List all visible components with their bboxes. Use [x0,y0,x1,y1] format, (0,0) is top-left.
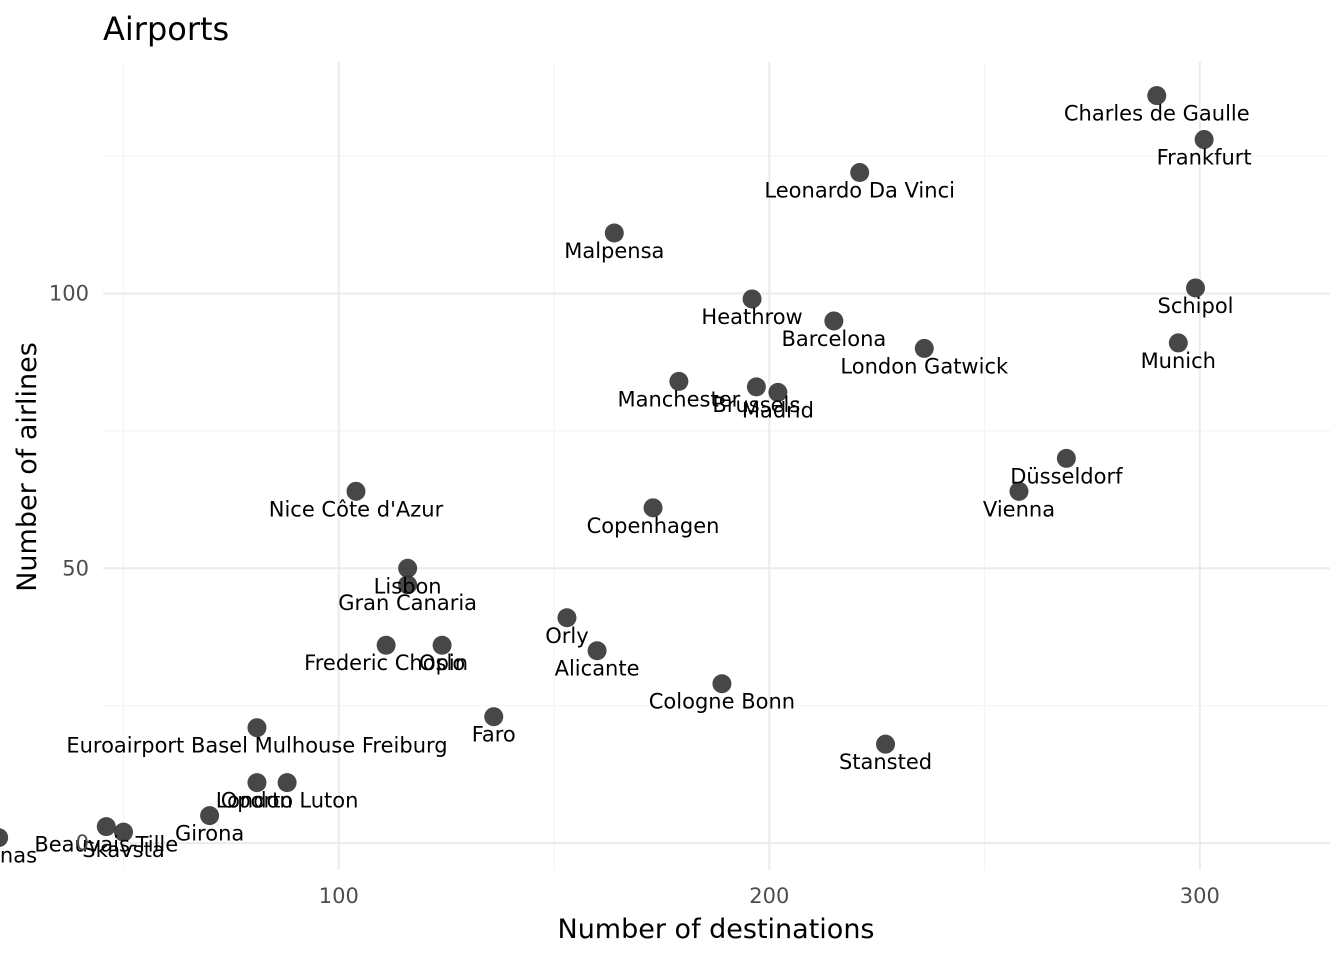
data-point-label: Brussels [712,393,800,417]
data-point-label: Lisbon [374,574,442,598]
data-point [346,481,366,501]
data-point-label: Nice Côte d'Azur [269,497,444,521]
data-point-label: London Luton [216,789,359,813]
data-point [484,707,504,727]
data-point [850,163,870,183]
x-tick-label: 300 [1180,884,1220,908]
data-point [432,635,452,655]
data-point [914,338,934,358]
data-point-label: London Gatwick [840,354,1009,378]
data-point [1147,86,1167,106]
data-point [1009,481,1029,501]
data-point [1186,278,1206,298]
data-point-label: Girona [175,822,244,846]
data-point-label: Oporto [221,789,293,813]
data-point-label: Orly [545,624,588,648]
x-axis-title: Number of destinations [558,914,875,945]
data-point-label: Madrid [742,398,814,422]
data-point [247,773,267,793]
data-point-label: Stansted [839,750,932,774]
minor-gridlines [103,62,1330,870]
chart-title: Airports [103,10,229,48]
data-points [0,86,1214,848]
data-point-label: Munich [1141,349,1216,373]
data-point [376,635,396,655]
data-point [0,828,9,848]
y-axis-ticks: 0 50 100 [49,281,89,855]
data-point-label: Cologne Bonn [649,690,795,714]
y-axis-title: Number of airlines [12,342,43,592]
data-point [398,558,418,578]
data-point-label: Copenhagen [587,514,720,538]
data-point [200,806,220,826]
data-point [1056,448,1076,468]
data-point-label: Alicante [555,657,640,681]
data-point [1194,130,1214,150]
x-axis-ticks: 100 200 300 [319,884,1220,908]
data-point-label: Frankfurt [1157,146,1252,170]
data-point [277,773,297,793]
data-point [824,311,844,331]
data-point-label: Düsseldorf [1010,464,1123,488]
data-point [604,223,624,243]
data-point-label: Barcelona [781,327,886,351]
data-point [587,641,607,661]
point-labels: Charles de Gaulle Frankfurt Leonardo Da Vi… [0,102,1252,868]
data-point-label: Faro [472,723,516,747]
data-point [114,822,134,842]
data-point-label: Charles de Gaulle [1064,102,1250,126]
data-point-label: Frederic Chopin [304,651,468,675]
data-point [768,382,788,402]
data-point [742,289,762,309]
data-point-label: Gran Canaria [338,591,477,615]
major-gridlines [103,62,1330,870]
y-tick-label: 50 [62,556,89,580]
data-point-label: Euroairport Basel Mulhouse Freiburg [66,734,447,758]
data-point [876,734,896,754]
x-tick-label: 100 [319,884,359,908]
data-point [746,377,766,397]
data-point [669,371,689,391]
data-point-label: Kaunas [0,844,37,868]
data-point-label: Beauvais-Tille [34,833,178,857]
data-point [96,817,116,837]
data-point-label: Manchester [617,387,740,411]
data-point-label: Oslo [419,651,465,675]
data-point [712,674,732,694]
data-point-label: Heathrow [701,305,802,329]
data-point-label: Skavsta [82,838,164,862]
y-tick-label: 100 [49,281,89,305]
data-point [557,608,577,628]
data-point [1168,333,1188,353]
data-point-label: Leonardo Da Vinci [764,179,955,203]
data-point-label: Schipol [1157,294,1233,318]
data-point-label: Vienna [983,497,1055,521]
y-tick-label: 0 [76,831,89,855]
data-point [643,498,663,518]
data-point [247,718,267,738]
x-tick-label: 200 [749,884,789,908]
data-point-label: Malpensa [564,239,664,263]
data-point [398,575,418,595]
